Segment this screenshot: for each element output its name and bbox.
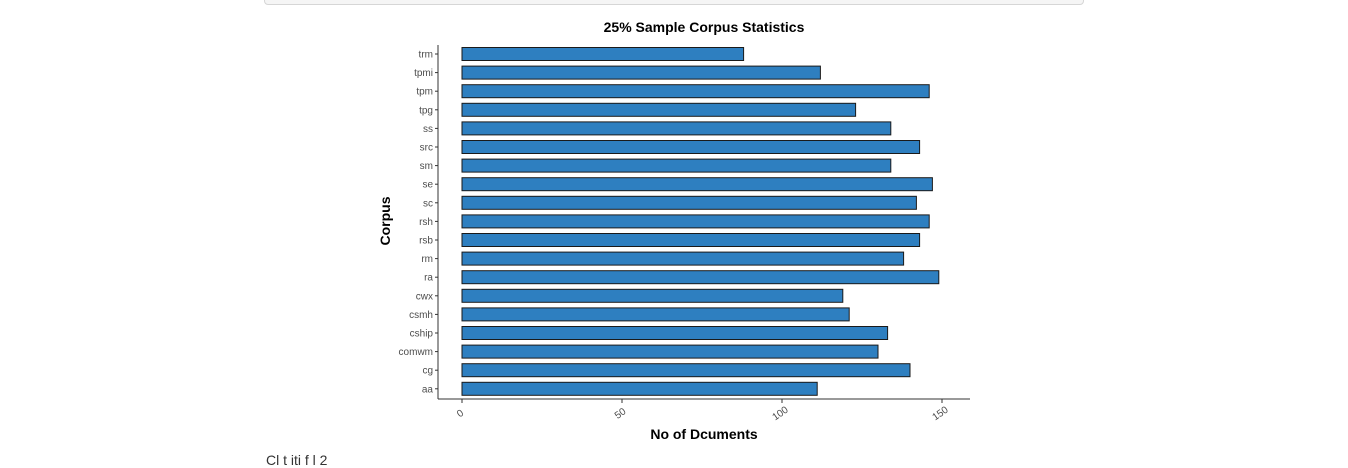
y-tick-label-cg: cg [422,366,433,377]
y-tick-label-se: se [422,180,433,191]
y-tick-label-sm: sm [420,161,433,172]
y-axis-title: Corpus [377,196,393,245]
x-tick-label-100: 100 [771,404,791,423]
y-tick-label-tpm: tpm [416,87,433,98]
y-tick-label-csmh: csmh [409,310,433,321]
bar-tpmi [461,65,821,80]
y-tick-label-sc: sc [423,198,433,209]
x-ticks: 0 50 100 150 [455,399,951,423]
bar-rsb [461,233,921,247]
y-tick-labels: trm tpmi tpm tpg ss src sm se sc rsh rsb rm ra cwx csm… [399,50,438,395]
y-tick-label-trm: trm [419,50,433,61]
y-tick-label-tpmi: tpmi [414,68,433,79]
y-tick-label-aa: aa [422,384,434,395]
y-tick-label-cship: cship [410,329,434,340]
x-tick-label-50: 50 [613,406,629,422]
y-tick-label-rm: rm [421,254,433,265]
bar-chart: 25% Sample Corpus Statistics trmtpmitpmt… [377,19,970,442]
y-tick-label-src: src [420,143,433,154]
bar-tpm [461,84,930,99]
bar-comwm [461,344,879,359]
bar-tpg [461,102,857,117]
y-tick-label-tpg: tpg [419,105,433,116]
x-tick-label-0: 0 [455,408,466,420]
bar-trm [461,47,745,61]
bar-csmh [461,307,850,322]
x-tick-label-150: 150 [931,404,951,423]
y-tick-label-cwx: cwx [416,291,433,302]
y-tick-label-ra: ra [424,273,433,284]
footer-text: Cl t iti f l 2 [266,452,328,468]
chart-title: 25% Sample Corpus Statistics [604,19,805,35]
x-axis-title: No of Dcuments [650,426,758,442]
bar-rm [461,251,905,266]
bar-cg [461,363,911,378]
bar-sm [461,158,892,173]
bar-src [461,140,921,154]
y-tick-label-ss: ss [423,124,433,135]
bar-se [461,177,933,192]
bar-ss [461,121,892,136]
bar-sc [461,195,917,210]
bar-rsh [461,214,930,229]
bar-ra [461,270,940,285]
y-tick-label-rsh: rsh [419,217,433,228]
top-panel-edge [264,0,1084,5]
bar-cwx [461,288,844,303]
bar-cship [461,326,889,340]
y-tick-label-comwm: comwm [399,347,433,358]
bars-group [461,47,940,396]
bar-aa [461,381,818,396]
y-tick-label-rsb: rsb [419,236,433,247]
